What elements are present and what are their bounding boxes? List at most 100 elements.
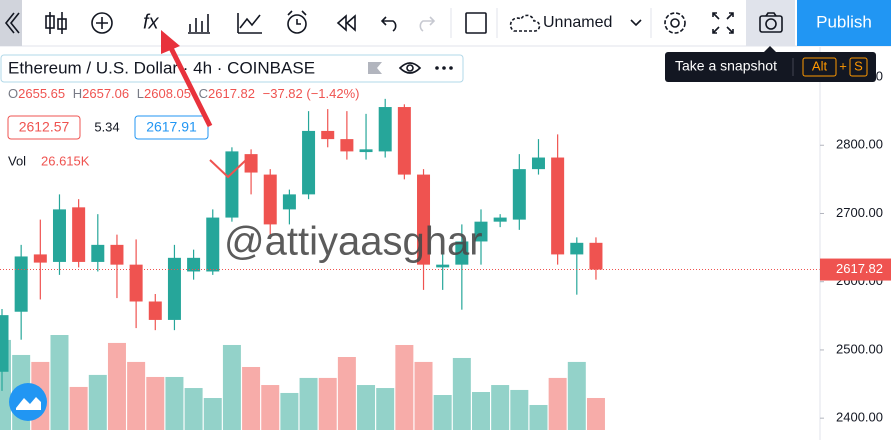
key-plus: + bbox=[839, 58, 847, 73]
candle-body bbox=[589, 242, 603, 270]
volume-bar bbox=[107, 342, 126, 430]
candle-body bbox=[167, 257, 181, 320]
y-tick-label: 2500.00 bbox=[836, 341, 883, 356]
undo-button[interactable] bbox=[380, 16, 397, 32]
candle-body bbox=[225, 151, 239, 218]
candle-body bbox=[206, 217, 220, 272]
volume-label: Vol bbox=[8, 153, 26, 168]
snapshot-button[interactable] bbox=[746, 0, 795, 46]
annotation-arrow bbox=[161, 30, 213, 128]
legend-box bbox=[0, 54, 464, 83]
volume-bar bbox=[318, 377, 337, 430]
candle-body bbox=[187, 257, 201, 272]
volume-bar bbox=[69, 386, 88, 430]
ohlc-value: 2657.06 bbox=[82, 86, 129, 101]
candle-body bbox=[397, 107, 411, 175]
candle-body bbox=[91, 244, 105, 262]
bid-box[interactable] bbox=[7, 115, 81, 140]
tooltip: Take a snapshot Alt + S bbox=[665, 46, 876, 82]
volume-bar bbox=[567, 361, 586, 430]
last-price-label: 2617.82 bbox=[836, 261, 883, 276]
axis-bg bbox=[820, 47, 891, 440]
ask: 2617.91 bbox=[146, 119, 197, 135]
volume-bar bbox=[242, 366, 261, 430]
candle-body bbox=[359, 149, 373, 153]
candle-body bbox=[493, 217, 507, 222]
ohlc-label: L bbox=[137, 86, 144, 101]
toolbar-bg bbox=[0, 0, 891, 46]
ohlc-value: 2655.65 bbox=[18, 86, 65, 101]
volume-bar bbox=[529, 404, 548, 430]
candle-body bbox=[512, 169, 526, 220]
indicators-button[interactable]: fx bbox=[143, 11, 160, 33]
publish-button[interactable] bbox=[797, 0, 891, 46]
logo[interactable] bbox=[9, 383, 47, 421]
layout-button[interactable] bbox=[465, 12, 487, 34]
symbol-title: Ethereum / U.S. Dollar · 4h · COINBASE bbox=[8, 58, 315, 77]
volume-bar bbox=[127, 361, 146, 430]
candle-body bbox=[110, 244, 124, 265]
candle-body bbox=[455, 241, 469, 265]
replay-button[interactable] bbox=[336, 14, 356, 32]
more-icon[interactable] bbox=[435, 66, 453, 70]
legend: Ethereum / U.S. Dollar · 4h · COINBASE O… bbox=[0, 54, 464, 168]
volume-bar bbox=[586, 397, 605, 430]
eye-icon[interactable] bbox=[398, 62, 422, 74]
candle-body bbox=[378, 107, 392, 152]
alert-button[interactable] bbox=[287, 10, 307, 34]
alert-strategy-button[interactable] bbox=[237, 13, 262, 34]
candle-body bbox=[129, 264, 143, 302]
watermark: @attiyaasghar bbox=[224, 220, 483, 264]
spread: 5.34 bbox=[94, 119, 119, 134]
volume-value: 26.615K bbox=[41, 153, 90, 168]
volume-bar bbox=[376, 388, 395, 430]
bar-style-button[interactable] bbox=[45, 12, 67, 34]
last-price-badge bbox=[820, 258, 891, 281]
candle-body bbox=[570, 242, 584, 255]
redo-button[interactable] bbox=[419, 16, 436, 32]
volume-bar bbox=[414, 361, 433, 430]
y-tick-label: 2700.00 bbox=[836, 205, 883, 220]
dropdown-icon bbox=[630, 19, 642, 27]
volume-bar bbox=[88, 374, 107, 430]
fullscreen-button[interactable] bbox=[712, 12, 734, 34]
candle-body bbox=[263, 174, 277, 225]
ohlc-label: H bbox=[73, 86, 82, 101]
candle-body bbox=[72, 207, 86, 262]
ohlc-line: O2655.65 H2657.06 L2608.05 C2617.82 −37.… bbox=[8, 86, 360, 101]
templates-button[interactable] bbox=[188, 14, 210, 34]
candle-body bbox=[302, 130, 316, 195]
candle-body bbox=[148, 301, 162, 320]
ohlc-label: C bbox=[199, 86, 208, 101]
volume-bar bbox=[165, 376, 184, 430]
candle-body bbox=[282, 194, 296, 210]
volume-bar bbox=[433, 395, 452, 430]
settings-button[interactable] bbox=[664, 12, 686, 34]
key-box bbox=[802, 57, 837, 77]
ohlc-label: O bbox=[8, 86, 18, 101]
volume-bar bbox=[548, 377, 567, 430]
candle-body bbox=[0, 315, 9, 372]
volume-bar bbox=[491, 385, 510, 430]
volume-bar bbox=[280, 392, 299, 430]
candle-body bbox=[52, 209, 66, 262]
volume-bar bbox=[0, 339, 11, 430]
tooltip-text: Take a snapshot bbox=[675, 58, 777, 74]
candle-body bbox=[531, 157, 545, 170]
volume-bar bbox=[395, 344, 414, 430]
tooltip-pointer bbox=[764, 46, 776, 52]
flag-icon[interactable] bbox=[368, 62, 382, 74]
toolbar: fx Unnamed Publish bbox=[0, 0, 891, 47]
volume-bar bbox=[452, 357, 471, 430]
volume-bar bbox=[299, 377, 318, 430]
volume-bar bbox=[337, 357, 356, 430]
volume-bar bbox=[184, 388, 203, 430]
volume-bar bbox=[472, 392, 490, 430]
ask-box[interactable] bbox=[134, 115, 209, 140]
publish-label: Publish bbox=[816, 12, 872, 31]
volume-bar bbox=[222, 344, 241, 430]
compare-button[interactable] bbox=[91, 12, 113, 34]
layout-name[interactable]: Unnamed bbox=[543, 14, 612, 31]
volume-bar bbox=[146, 376, 165, 430]
candle-body bbox=[244, 154, 258, 173]
